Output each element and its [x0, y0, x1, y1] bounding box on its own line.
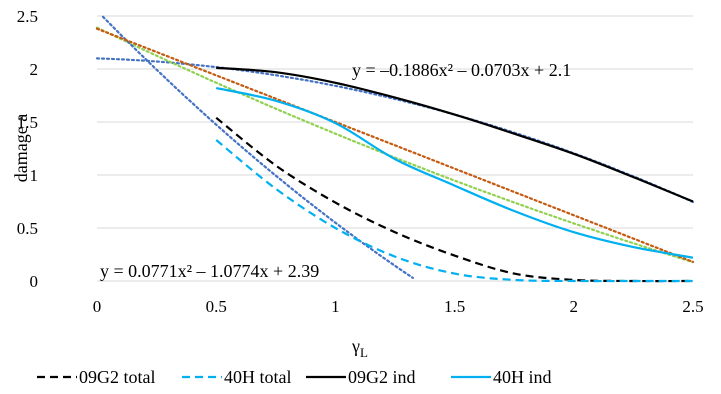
legend: 09G2 total 40H total 09G2 ind 40H ind	[37, 367, 552, 387]
y-tick-label: 0.5	[17, 219, 38, 238]
legend-label: 40H ind	[493, 367, 552, 387]
trendline	[95, 27, 695, 263]
x-tick-labels: 0 0.5 1 1.5 2 2.5	[93, 297, 704, 316]
legend-label: 09G2 ind	[348, 367, 416, 387]
series-line-09g2-ind	[216, 66, 694, 203]
x-tick-label: 0.5	[206, 297, 227, 316]
legend-label: 40H total	[224, 367, 292, 387]
x-tick-label: 0	[93, 297, 102, 316]
y-tick-label: 0	[30, 272, 39, 291]
trendline-equation-40h-total: y = 0.0771x² – 1.0774x + 2.39	[100, 261, 319, 281]
trendlines	[95, 15, 695, 279]
x-axis-title-main: γ	[351, 336, 360, 356]
y-tick-label: 1.5	[17, 113, 38, 132]
trendline-equation-09g2-ind: y = –0.1886x² – 0.0703x + 2.1	[352, 60, 571, 80]
y-tick-label: 2.5	[17, 7, 38, 26]
y-axis-title: damage a	[11, 114, 31, 182]
series-line-40h-total	[215, 139, 693, 283]
y-tick-labels: 0 0.5 1 1.5 2 2.5	[17, 7, 38, 291]
y-tick-label: 1	[30, 166, 39, 185]
x-axis-title-subscript: L	[360, 345, 368, 360]
x-tick-label: 2.5	[682, 297, 703, 316]
x-tick-label: 1	[331, 297, 340, 316]
legend-label: 09G2 total	[79, 367, 156, 387]
x-tick-label: 2	[570, 297, 579, 316]
series-line-09g2-total	[215, 116, 694, 283]
trendline	[95, 26, 695, 264]
trendline	[101, 15, 414, 279]
y-tick-label: 2	[30, 60, 39, 79]
x-tick-label: 1.5	[444, 297, 465, 316]
series-lines	[215, 66, 694, 283]
series-line-40h-ind	[215, 87, 694, 259]
x-axis-title: γL	[351, 336, 368, 360]
